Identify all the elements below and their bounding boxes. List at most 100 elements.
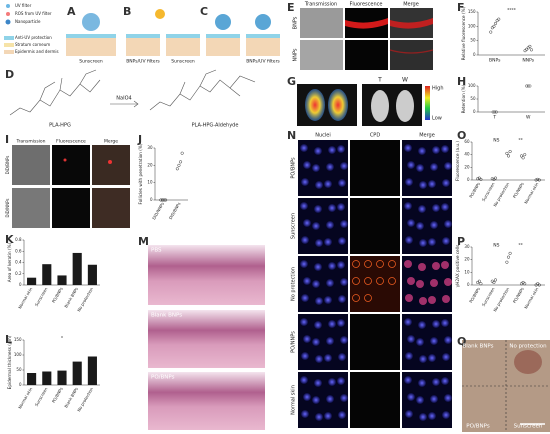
nucleus — [407, 335, 415, 343]
data-point — [505, 151, 509, 155]
microscopy-n — [298, 140, 452, 428]
nucleus — [326, 163, 334, 171]
data-point — [506, 255, 511, 259]
scheme-label: BNPs/UV filters — [126, 59, 160, 65]
nucleus — [441, 377, 449, 385]
data-point — [506, 154, 511, 158]
cpd-spot — [388, 277, 396, 285]
nucleus — [337, 261, 345, 269]
data-point — [526, 84, 530, 88]
nucleus — [300, 144, 308, 152]
x-tick-label: No protection — [492, 286, 510, 312]
data-point — [523, 282, 527, 286]
y-tick-label: 0 — [19, 282, 22, 287]
bar — [27, 277, 37, 285]
nucleus — [405, 352, 413, 360]
nucleus — [301, 410, 309, 418]
x-tick-label: No protection — [76, 286, 94, 312]
chemical-structure — [9, 69, 256, 116]
panel-letter: K — [5, 233, 14, 246]
x-tick-label: Normal skin — [17, 386, 33, 410]
panel-letter: F — [457, 1, 465, 14]
nucleus — [404, 260, 412, 268]
nucleus — [432, 320, 440, 328]
data-point — [495, 19, 499, 23]
data-point — [521, 156, 525, 160]
data-point — [523, 153, 527, 157]
image-tile — [350, 140, 400, 196]
cpd-spot — [352, 277, 360, 285]
x-tick-label: Sunscreen — [481, 181, 496, 202]
nucleus — [301, 294, 309, 302]
nucleus — [428, 296, 436, 304]
data-point — [494, 110, 498, 114]
y-tick-label: 150 — [14, 337, 22, 342]
nucleus — [340, 162, 348, 170]
data-point — [490, 177, 494, 181]
x-tick-label: Blank BNPs — [63, 387, 79, 409]
nucleus — [315, 181, 323, 189]
nucleus — [303, 161, 311, 169]
data-point — [519, 154, 524, 158]
nucleus — [315, 355, 323, 363]
data-point — [175, 167, 179, 171]
nucleus — [338, 237, 346, 245]
nucleus — [432, 146, 440, 154]
x-tick-label: PO/BNPs — [51, 287, 64, 304]
nucleus — [404, 318, 412, 326]
legend-text: Nanoparticle — [15, 19, 41, 24]
data-point — [479, 282, 483, 286]
nucleus — [303, 335, 311, 343]
data-point — [477, 279, 481, 283]
nucleus — [312, 280, 320, 288]
nucleus — [326, 395, 334, 403]
nucleus — [432, 378, 440, 386]
nucleus — [337, 319, 345, 327]
nucleus — [301, 236, 309, 244]
nucleus — [337, 203, 345, 211]
significance: **** — [507, 8, 517, 14]
y-tick-label: 0.4 — [15, 260, 22, 265]
nucleus — [416, 164, 424, 172]
nucleus — [337, 377, 345, 385]
g-label: High — [432, 86, 444, 92]
photo-q — [462, 340, 550, 432]
data-point — [160, 198, 164, 202]
x-tick-label: No protection — [492, 181, 510, 207]
data-point — [493, 278, 498, 282]
y-tick-label: 50 — [470, 96, 476, 101]
bar — [72, 361, 82, 385]
x-tick-label: BNPs — [489, 58, 501, 64]
nucleus — [418, 263, 426, 271]
row-label: DiD/NNPs — [5, 198, 10, 217]
x-tick-label: NNPs — [522, 58, 534, 64]
photo-label: No protection — [509, 344, 547, 350]
chem-label: NaIO4 — [116, 96, 131, 102]
g-label: W — [402, 77, 408, 84]
panel-letter: I — [5, 133, 9, 146]
photo-label: Blank BNPs — [462, 344, 493, 350]
data-point — [479, 177, 483, 181]
column-header: Transmission — [304, 2, 337, 8]
significance: ** — [518, 138, 523, 144]
nucleus — [416, 338, 424, 346]
nucleus — [407, 219, 415, 227]
y-tick-label: 100 — [468, 23, 476, 28]
nucleus — [432, 204, 440, 212]
data-point — [523, 49, 527, 53]
nucleus — [442, 353, 450, 361]
nucleus — [405, 410, 413, 418]
nucleus — [324, 412, 332, 420]
row-label: No protection — [291, 267, 297, 301]
nucleus — [441, 261, 449, 269]
image-tile — [350, 314, 400, 370]
y-tick-label: 20 — [464, 164, 470, 169]
nucleus — [404, 144, 412, 152]
y-tick-label: 150 — [468, 9, 476, 14]
nucleus — [312, 396, 320, 404]
y-tick-label: 20 — [147, 162, 153, 167]
x-tick-label: Sunscreen — [34, 286, 49, 307]
row-label: PO/NNPs — [291, 331, 297, 353]
column-header: Transmission — [15, 139, 45, 145]
